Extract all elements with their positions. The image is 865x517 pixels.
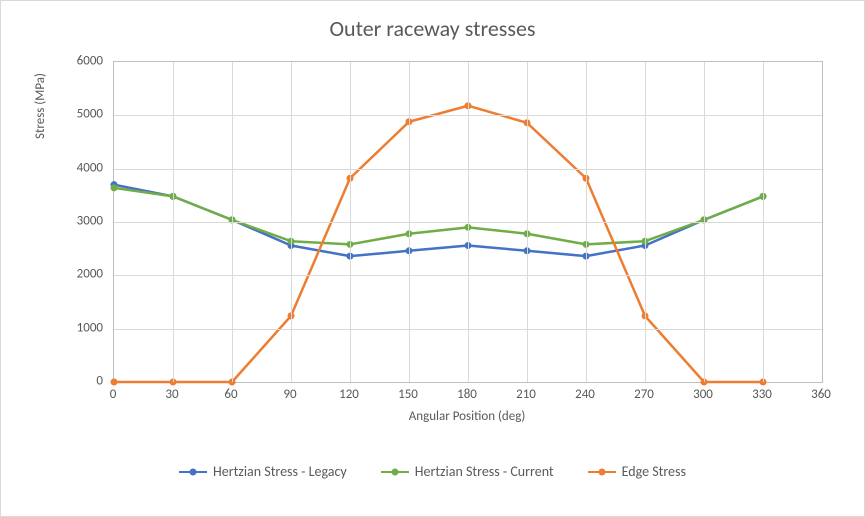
y-tick-label: 3000 xyxy=(77,214,103,229)
y-axis-label: Stress (MPa) xyxy=(33,0,48,266)
plot-area xyxy=(113,61,823,383)
legend-label: Edge Stress xyxy=(622,463,686,480)
x-tick-label: 330 xyxy=(752,387,772,402)
x-tick-label: 240 xyxy=(575,387,595,402)
x-tick-label: 60 xyxy=(224,387,237,402)
gridline-v xyxy=(586,62,587,382)
y-tick-label: 6000 xyxy=(77,54,103,69)
x-tick-label: 150 xyxy=(398,387,418,402)
gridline-v xyxy=(409,62,410,382)
legend-swatch xyxy=(381,466,409,478)
series-marker xyxy=(111,184,118,191)
x-tick-label: 360 xyxy=(811,387,831,402)
series-marker xyxy=(111,379,118,386)
x-tick-label: 180 xyxy=(457,387,477,402)
legend: Hertzian Stress - Legacy Hertzian Stress … xyxy=(1,463,864,480)
series-line xyxy=(114,185,763,256)
gridline-v xyxy=(645,62,646,382)
series-line xyxy=(114,106,763,382)
legend-swatch xyxy=(588,466,616,478)
chart-title: Outer raceway stresses xyxy=(1,15,864,42)
legend-label: Hertzian Stress - Current xyxy=(415,463,554,480)
gridline-v xyxy=(232,62,233,382)
gridline-v xyxy=(468,62,469,382)
legend-item: Hertzian Stress - Legacy xyxy=(179,463,347,480)
gridline-v xyxy=(704,62,705,382)
gridline-v xyxy=(763,62,764,382)
y-tick-label: 5000 xyxy=(77,107,103,122)
gridline-v xyxy=(350,62,351,382)
x-tick-label: 0 xyxy=(110,387,117,402)
legend-item: Edge Stress xyxy=(588,463,686,480)
x-tick-label: 210 xyxy=(516,387,536,402)
x-tick-label: 300 xyxy=(693,387,713,402)
y-tick-label: 2000 xyxy=(77,267,103,282)
y-tick-label: 1000 xyxy=(77,320,103,335)
legend-label: Hertzian Stress - Legacy xyxy=(213,463,347,480)
gridline-v xyxy=(527,62,528,382)
y-tick-label: 0 xyxy=(96,374,103,389)
x-tick-label: 270 xyxy=(634,387,654,402)
y-tick-label: 4000 xyxy=(77,160,103,175)
gridline-v xyxy=(291,62,292,382)
x-axis-label: Angular Position (deg) xyxy=(113,409,821,424)
x-tick-label: 120 xyxy=(339,387,359,402)
x-tick-label: 90 xyxy=(283,387,296,402)
x-tick-label: 30 xyxy=(165,387,178,402)
gridline-v xyxy=(173,62,174,382)
chart-container: Outer raceway stresses Angular Position … xyxy=(0,0,865,517)
legend-swatch xyxy=(179,466,207,478)
legend-item: Hertzian Stress - Current xyxy=(381,463,554,480)
